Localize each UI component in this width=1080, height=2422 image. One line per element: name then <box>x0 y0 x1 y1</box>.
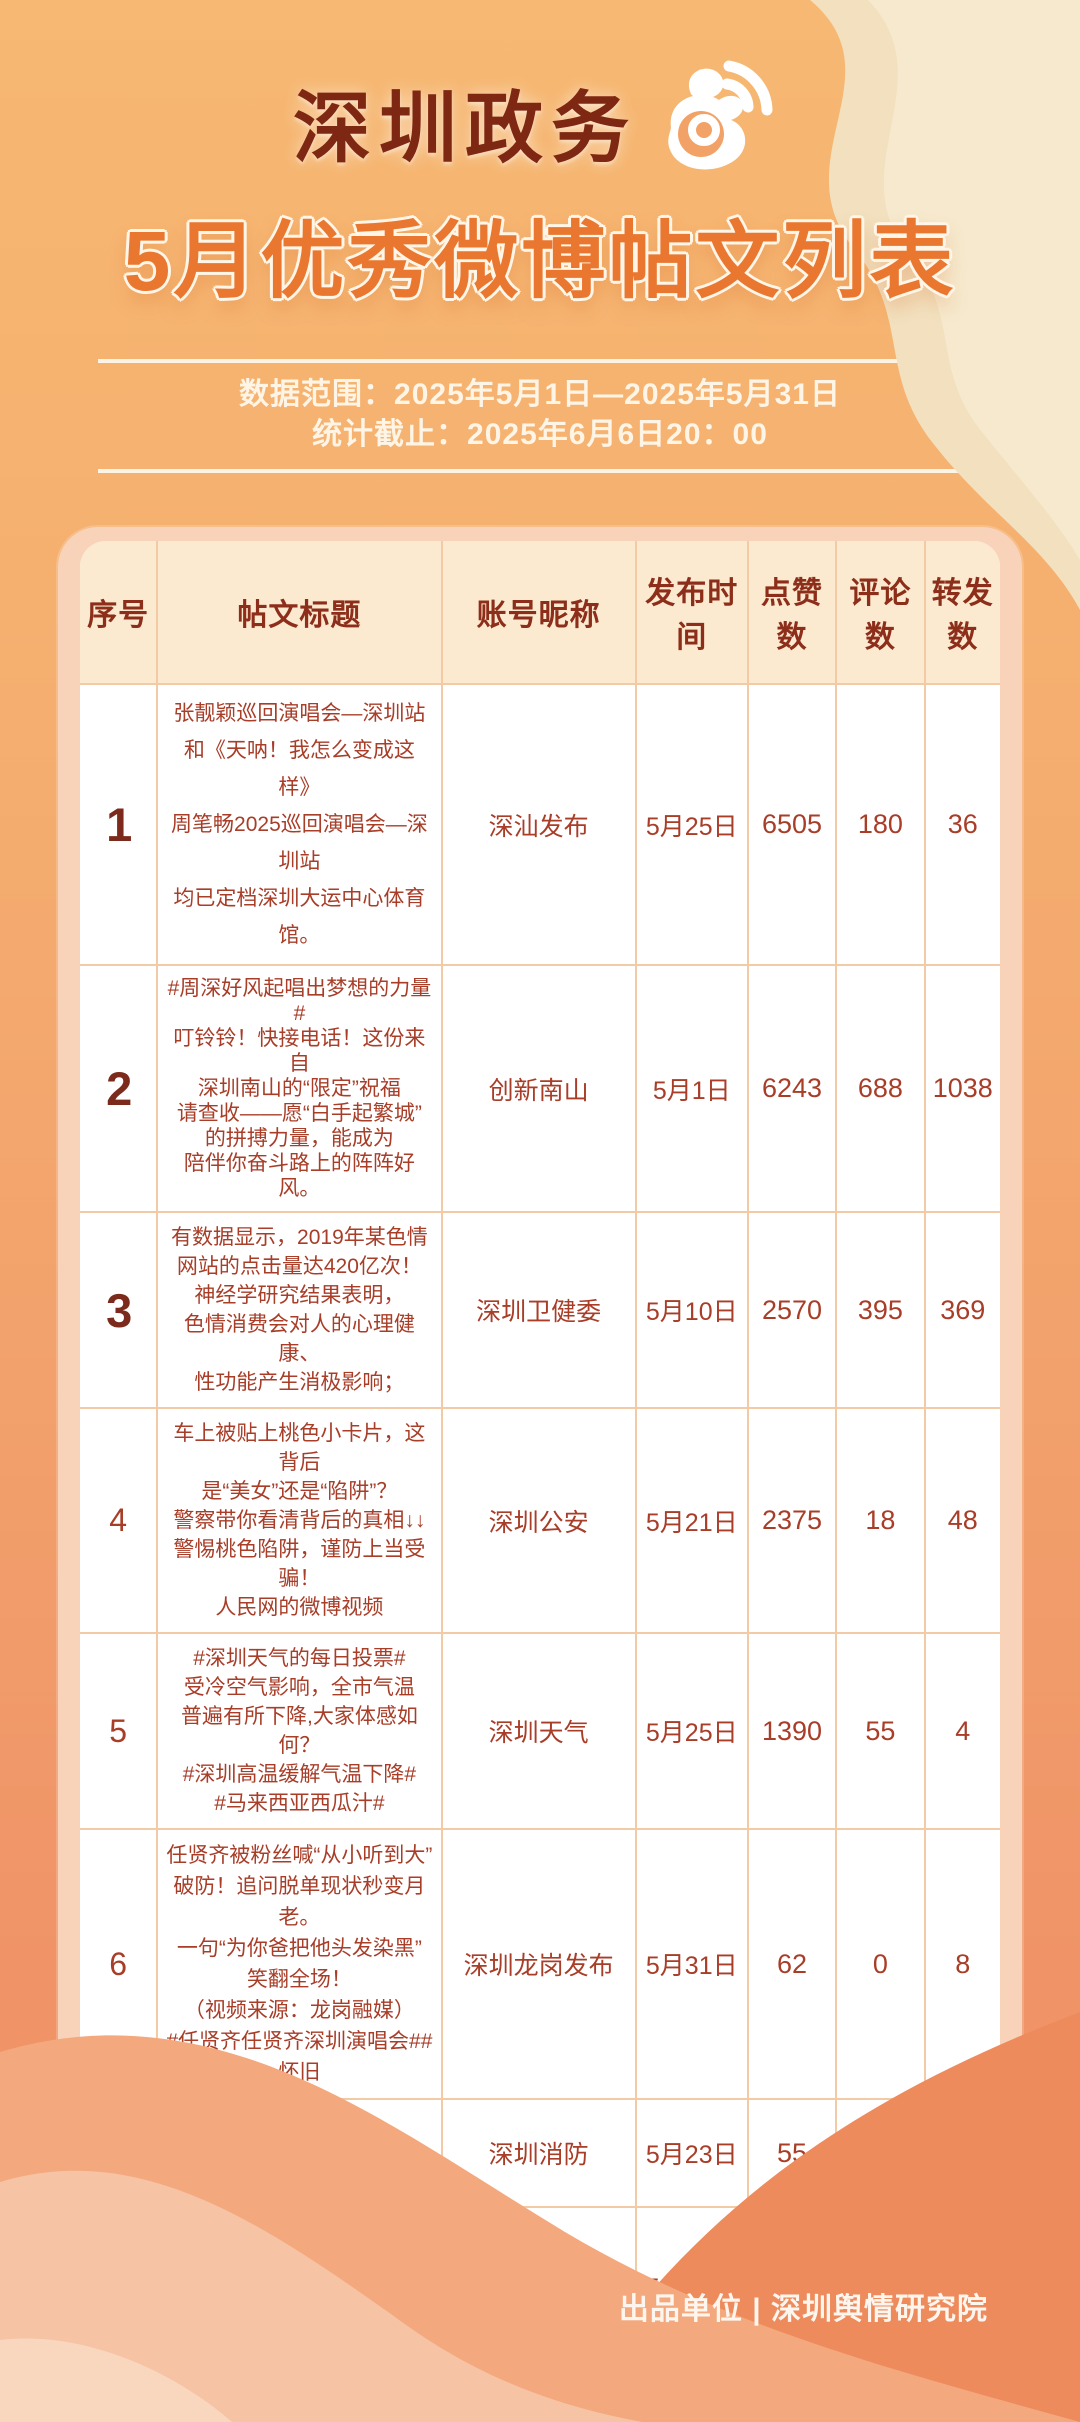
cell-date: 5月25日 <box>635 683 749 965</box>
cell-index: 3 <box>80 1211 159 1408</box>
cell-title: #深圳天气的每日投票# 受冷空气影响，全市气温 普遍有所下降,大家体感如何？ #… <box>157 1632 443 1829</box>
info-date-range: 数据范围：2025年5月1日—2025年5月31日 <box>239 378 841 411</box>
cell-account: 深圳天气 <box>441 1632 637 1829</box>
page-subtitle: 5月优秀微博帖文列表 <box>123 214 957 308</box>
cell-title: #聚焦光明# 【风吹光明田园春籁第二届 光明田园音乐会精彩呈现】 萨顶顶惊喜登场 <box>157 2206 443 2365</box>
cell-account: 深圳消防 <box>441 2098 637 2207</box>
masthead: 深圳政务 5月优秀微博帖文列表 <box>0 0 1080 315</box>
cell-likes: 62 <box>747 1828 838 2099</box>
cell-account: 深圳商务 <box>441 2364 637 2422</box>
table-row: 7 #早安#不必借光而行， 你我亦是星辰。深圳消防 深圳消防 5月23日 55 … <box>80 2098 1000 2207</box>
cell-index: 4 <box>80 1407 159 1633</box>
cell-comments: 18 <box>836 1407 926 1633</box>
cell-likes: 6505 <box>747 683 838 965</box>
col-header-reposts: 转发数 <box>924 541 1000 684</box>
cell-index: 1 <box>80 683 159 965</box>
cell-date: 5月23日 <box>635 2098 749 2207</box>
info-panel: 数据范围：2025年5月1日—2025年5月31日 统计截止：2025年6月6日… <box>98 359 982 473</box>
cell-account: 深汕发布 <box>441 683 637 965</box>
cell-comments: 688 <box>836 964 926 1212</box>
cell-index: 5 <box>80 1632 159 1829</box>
cell-title: 任贤齐被粉丝喊“从小听到大” 破防！追问脱单现状秒变月老。 一句“为你爸把他头发… <box>157 1828 443 2099</box>
cell-title: 【51游深圳消费攻略③| 深圳新型消费季——圳潮流 消费计划（第一波）来啦~】 … <box>157 2364 443 2422</box>
cell-likes: 2375 <box>747 1407 838 1633</box>
cell-likes: 2570 <box>747 1211 838 1408</box>
cell-date: 5月2日 <box>635 2364 749 2422</box>
cell-title: #周深好风起唱出梦想的力量# 叮铃铃！快接电话！这份来自 深圳南山的“限定”祝福… <box>157 964 443 1212</box>
cell-title: 有数据显示，2019年某色情 网站的点击量达420亿次！ 神经学研究结果表明， … <box>157 1211 443 1408</box>
cell-date: 5月21日 <box>635 1407 749 1633</box>
col-header-account: 账号昵称 <box>441 541 637 684</box>
cell-reposts: 1 <box>924 2364 1000 2422</box>
posts-table: 序号 帖文标题 账号昵称 发布时间 点赞数 评论数 转发数 1 张靓颖巡回演唱会… <box>80 541 1000 2422</box>
table-row: 3 有数据显示，2019年某色情 网站的点击量达420亿次！ 神经学研究结果表明… <box>80 1211 1000 1408</box>
cell-likes: 6243 <box>747 964 838 1212</box>
cell-comments: 6 <box>836 2364 926 2422</box>
table-row: 9 【51游深圳消费攻略③| 深圳新型消费季——圳潮流 消费计划（第一波）来啦~… <box>80 2364 1000 2422</box>
cell-account: 创新南山 <box>441 964 637 1212</box>
weibo-logo-icon <box>655 58 787 180</box>
col-header-title: 帖文标题 <box>157 541 443 684</box>
footer-credit: 出品单位 | 深圳舆情研究院 <box>618 2293 988 2326</box>
col-header-index: 序号 <box>80 541 159 684</box>
cell-date: 5月25日 <box>635 1632 749 1829</box>
cell-title: 张靓颖巡回演唱会—深圳站 和《天呐！我怎么变成这样》 周笔畅2025巡回演唱会—… <box>157 683 443 965</box>
cell-comments: 180 <box>836 683 926 965</box>
cell-likes: 1390 <box>747 1632 838 1829</box>
cell-account: 光明发布 <box>441 2206 637 2365</box>
cell-reposts: 36 <box>924 683 1000 965</box>
table-row: 2 #周深好风起唱出梦想的力量# 叮铃铃！快接电话！这份来自 深圳南山的“限定”… <box>80 964 1000 1212</box>
cell-reposts: 48 <box>924 1407 1000 1633</box>
col-header-comments: 评论数 <box>836 541 926 684</box>
cell-reposts: 2 <box>924 2098 1000 2207</box>
cell-date: 5月31日 <box>635 1828 749 2099</box>
table-row: 5 #深圳天气的每日投票# 受冷空气影响，全市气温 普遍有所下降,大家体感如何？… <box>80 1632 1000 1829</box>
cell-comments: 395 <box>836 1211 926 1408</box>
posts-table-body: 1 张靓颖巡回演唱会—深圳站 和《天呐！我怎么变成这样》 周笔畅2025巡回演唱… <box>80 683 1000 2422</box>
table-row: 1 张靓颖巡回演唱会—深圳站 和《天呐！我怎么变成这样》 周笔畅2025巡回演唱… <box>80 683 1000 965</box>
cell-account: 深圳公安 <box>441 1407 637 1633</box>
cell-likes: 55 <box>747 2098 838 2207</box>
cell-reposts: 1038 <box>924 964 1000 1212</box>
cell-title: 车上被贴上桃色小卡片，这背后 是“美女”还是“陷阱”？ 警察带你看清背后的真相↓… <box>157 1407 443 1633</box>
cell-index: 9 <box>80 2364 159 2422</box>
col-header-date: 发布时间 <box>635 541 749 684</box>
cell-comments: 65 <box>836 2098 926 2207</box>
title-row: 深圳政务 <box>0 60 1080 180</box>
cell-account: 深圳龙岗发布 <box>441 1828 637 2099</box>
col-header-likes: 点赞数 <box>747 541 838 684</box>
cell-index: 6 <box>80 1828 159 2099</box>
table-inner: 序号 帖文标题 账号昵称 发布时间 点赞数 评论数 转发数 1 张靓颖巡回演唱会… <box>80 541 1000 2422</box>
cell-index: 7 <box>80 2098 159 2207</box>
cell-index: 2 <box>80 964 159 1212</box>
cell-comments: 0 <box>836 1828 926 2099</box>
table-header-row: 序号 帖文标题 账号昵称 发布时间 点赞数 评论数 转发数 <box>80 541 1000 684</box>
cell-reposts: 8 <box>924 1828 1000 2099</box>
cell-title: #早安#不必借光而行， 你我亦是星辰。深圳消防 <box>157 2098 443 2207</box>
cell-index: 8 <box>80 2206 159 2365</box>
cell-comments: 55 <box>836 1632 926 1829</box>
page-title: 深圳政务 <box>292 84 637 172</box>
cell-account: 深圳卫健委 <box>441 1211 637 1408</box>
cell-likes: 36 <box>747 2364 838 2422</box>
table-row: 4 车上被贴上桃色小卡片，这背后 是“美女”还是“陷阱”？ 警察带你看清背后的真… <box>80 1407 1000 1633</box>
table-row: 6 任贤齐被粉丝喊“从小听到大” 破防！追问脱单现状秒变月老。 一句“为你爸把他… <box>80 1828 1000 2099</box>
cell-date: 5月10日 <box>635 1211 749 1408</box>
cell-reposts: 4 <box>924 1632 1000 1829</box>
info-deadline: 统计截止：2025年6月6日20：00 <box>312 418 768 451</box>
table-card: 序号 帖文标题 账号昵称 发布时间 点赞数 评论数 转发数 1 张靓颖巡回演唱会… <box>58 527 1022 2422</box>
cell-date: 5月1日 <box>635 964 749 1212</box>
cell-reposts: 369 <box>924 1211 1000 1408</box>
